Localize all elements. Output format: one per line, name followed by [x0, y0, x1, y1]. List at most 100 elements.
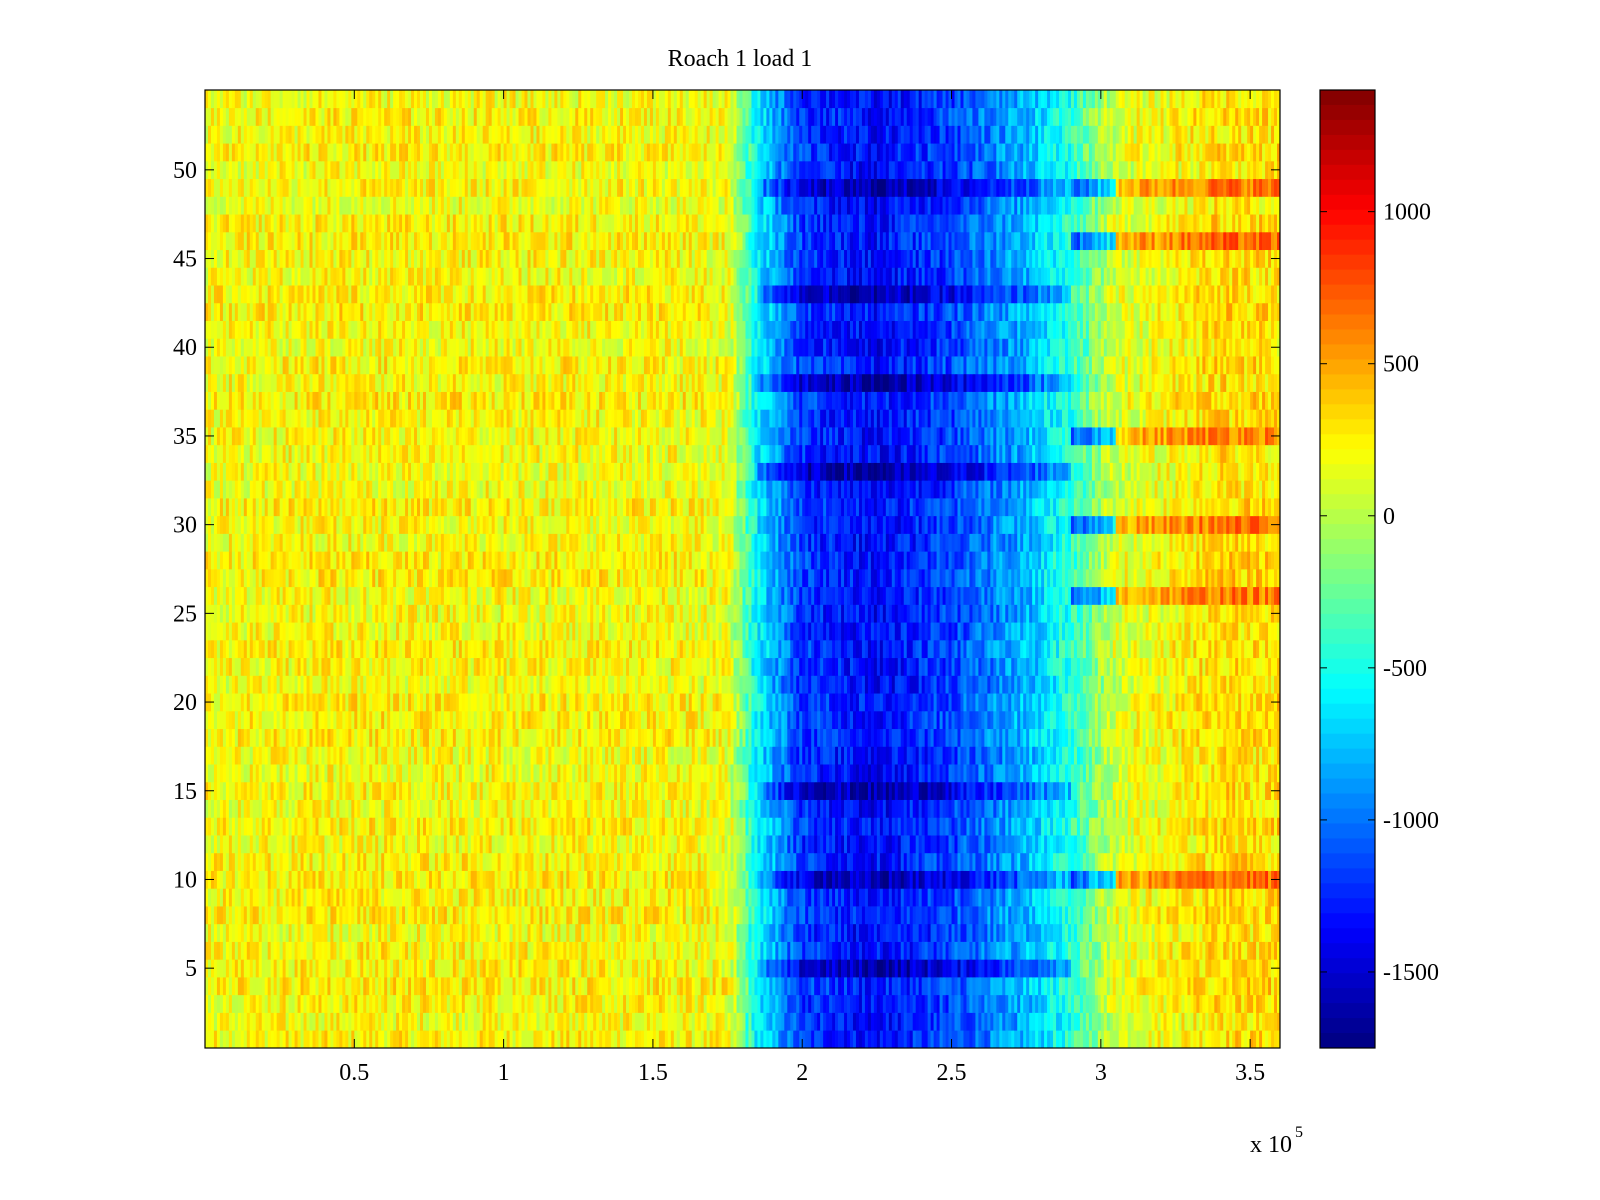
heatmap-cell [1092, 924, 1095, 942]
heatmap-cell [796, 995, 799, 1013]
heatmap-cell [298, 995, 301, 1013]
heatmap-cell [814, 959, 817, 977]
heatmap-cell [214, 942, 217, 960]
heatmap-cell [996, 835, 999, 853]
heatmap-cell [271, 817, 274, 835]
heatmap-cell [1002, 906, 1005, 924]
heatmap-cell [522, 888, 525, 906]
heatmap-cell [342, 1013, 345, 1031]
heatmap-cell [1029, 1013, 1032, 1031]
heatmap-cell [1262, 995, 1265, 1013]
heatmap-cell [578, 1013, 581, 1031]
heatmap-cell [623, 871, 626, 889]
heatmap-cell [1059, 977, 1062, 995]
heatmap-cell [554, 1030, 557, 1048]
heatmap-cell [1023, 906, 1026, 924]
heatmap-cell [716, 888, 719, 906]
heatmap-cell [754, 924, 757, 942]
heatmap-cell [683, 959, 686, 977]
heatmap-cell [435, 906, 438, 924]
heatmap-cell [247, 959, 250, 977]
heatmap-cell [265, 853, 268, 871]
heatmap-cell [533, 1013, 536, 1031]
heatmap-cell [596, 817, 599, 835]
heatmap-cell [1074, 888, 1077, 906]
heatmap-cell [928, 924, 931, 942]
heatmap-cell [1071, 959, 1074, 977]
heatmap-cell [307, 942, 310, 960]
heatmap-cell [575, 959, 578, 977]
heatmap-cell [548, 1013, 551, 1031]
heatmap-cell [1032, 924, 1035, 942]
heatmap-cell [229, 871, 232, 889]
heatmap-cell [498, 977, 501, 995]
heatmap-cell [283, 853, 286, 871]
heatmap-cell [975, 924, 978, 942]
heatmap-cell [632, 977, 635, 995]
heatmap-cell [1217, 1030, 1220, 1048]
heatmap-cell [665, 1030, 668, 1048]
heatmap-cell [1077, 835, 1080, 853]
heatmap-cell [1035, 977, 1038, 995]
heatmap-cell [489, 942, 492, 960]
heatmap-cell [931, 835, 934, 853]
heatmap-cell [1259, 817, 1262, 835]
heatmap-cell [581, 977, 584, 995]
heatmap-cell [677, 888, 680, 906]
heatmap-cell [420, 995, 423, 1013]
heatmap-cell [901, 817, 904, 835]
heatmap-cell [880, 835, 883, 853]
heatmap-cell [963, 995, 966, 1013]
heatmap-cell [966, 977, 969, 995]
heatmap-cell [241, 871, 244, 889]
heatmap-cell [423, 906, 426, 924]
heatmap-cell [993, 995, 996, 1013]
heatmap-cell [734, 1013, 737, 1031]
heatmap-cell [1155, 977, 1158, 995]
heatmap-cell [1140, 906, 1143, 924]
heatmap-cell [880, 817, 883, 835]
heatmap-cell [348, 888, 351, 906]
heatmap-cell [587, 977, 590, 995]
heatmap-cell [211, 800, 214, 818]
heatmap-cell [375, 817, 378, 835]
heatmap-cell [599, 871, 602, 889]
heatmap-cell [814, 853, 817, 871]
heatmap-cell [1062, 1030, 1065, 1048]
heatmap-cell [1175, 853, 1178, 871]
heatmap-cell [1041, 959, 1044, 977]
heatmap-cell [1146, 800, 1149, 818]
heatmap-cell [298, 871, 301, 889]
heatmap-cell [330, 835, 333, 853]
heatmap-cell [605, 871, 608, 889]
heatmap-cell [375, 871, 378, 889]
heatmap-cell [268, 942, 271, 960]
heatmap-cell [318, 871, 321, 889]
heatmap-cell [486, 959, 489, 977]
heatmap-cell [354, 835, 357, 853]
heatmap-cell [522, 924, 525, 942]
heatmap-cell [390, 871, 393, 889]
heatmap-cell [360, 906, 363, 924]
heatmap-cell [220, 835, 223, 853]
heatmap-cell [459, 959, 462, 977]
heatmap-cell [1226, 1013, 1229, 1031]
heatmap-cell [330, 888, 333, 906]
heatmap-cell [725, 942, 728, 960]
heatmap-cell [369, 1013, 372, 1031]
heatmap-cell [1271, 835, 1274, 853]
heatmap-cell [292, 942, 295, 960]
heatmap-cell [271, 888, 274, 906]
heatmap-cell [241, 959, 244, 977]
heatmap-cell [781, 924, 784, 942]
heatmap-cell [704, 1013, 707, 1031]
heatmap-cell [934, 888, 937, 906]
heatmap-cell [468, 888, 471, 906]
heatmap-cell [286, 942, 289, 960]
heatmap-cell [471, 800, 474, 818]
heatmap-cell [575, 888, 578, 906]
heatmap-cell [590, 906, 593, 924]
heatmap-cell [686, 995, 689, 1013]
heatmap-cell [1229, 906, 1232, 924]
heatmap-cell [1235, 835, 1238, 853]
